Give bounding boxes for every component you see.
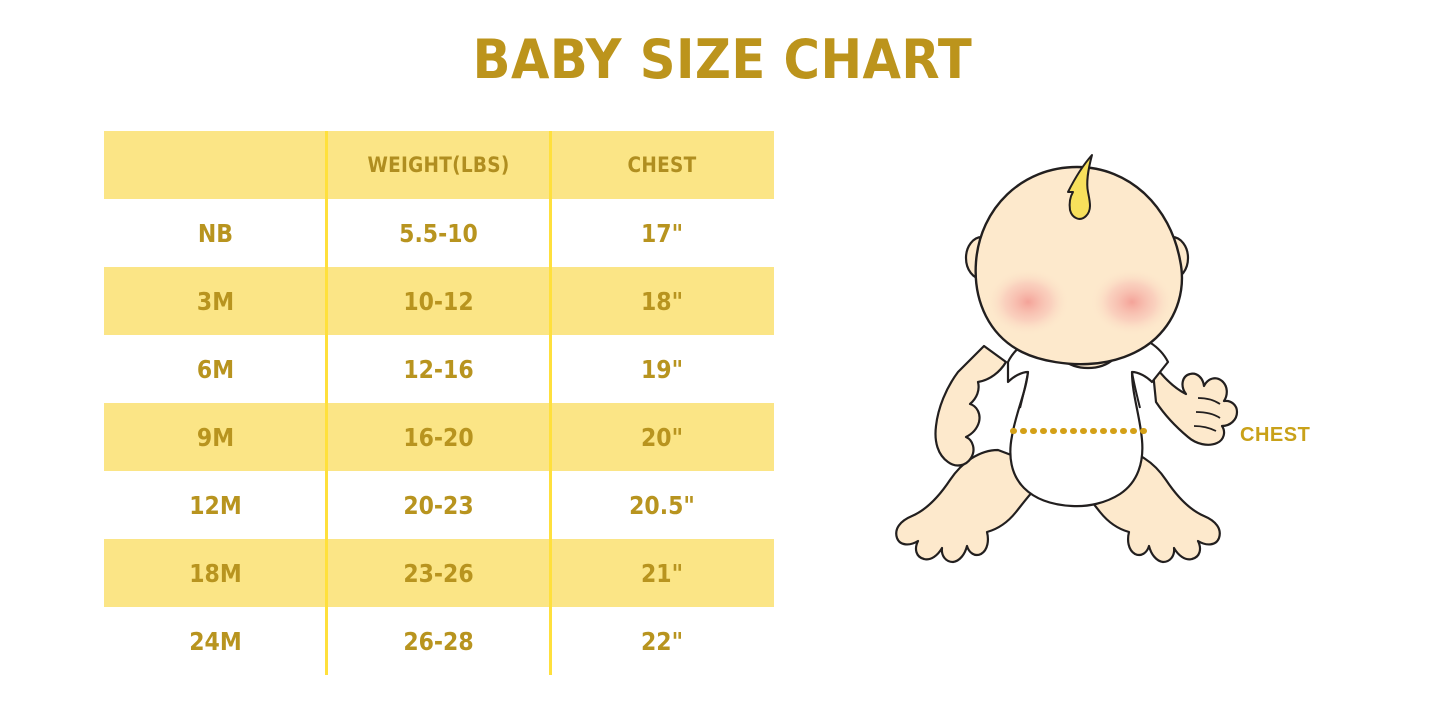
cell-weight: 16-20 [403, 422, 474, 452]
cell-size: 3M [196, 286, 235, 316]
cell-size: 18M [189, 558, 242, 588]
baby-hair-curl [1067, 154, 1093, 220]
baby-blush-left [986, 268, 1070, 336]
cell-size: NB [197, 218, 234, 248]
cell-weight: 5.5-10 [399, 218, 478, 248]
table-header-row: WEIGHT(LBS) CHEST [104, 131, 774, 199]
table-row: 6M 12-16 19" [104, 335, 774, 403]
cell-size: 12M [189, 490, 242, 520]
size-chart-table: WEIGHT(LBS) CHEST NB 5.5-10 17" 3M 10-12… [104, 131, 774, 675]
table-row: NB 5.5-10 17" [104, 199, 774, 267]
cell-chest: 20.5" [629, 490, 695, 520]
cell-size: 9M [196, 422, 235, 452]
table-row: 9M 16-20 20" [104, 403, 774, 471]
table-row: 24M 26-28 22" [104, 607, 774, 675]
page-title: BABY SIZE CHART [472, 28, 973, 91]
cell-weight: 20-23 [403, 490, 474, 520]
cell-weight: 12-16 [403, 354, 474, 384]
column-header-weight: WEIGHT(LBS) [367, 153, 510, 177]
table-row: 3M 10-12 18" [104, 267, 774, 335]
table-row: 18M 23-26 21" [104, 539, 774, 607]
cell-chest: 18" [640, 286, 684, 316]
cell-chest: 19" [640, 354, 684, 384]
cell-chest: 22" [640, 626, 684, 656]
baby-blush-right [1090, 268, 1174, 336]
cell-weight: 26-28 [403, 626, 474, 656]
cell-chest: 21" [640, 558, 684, 588]
table-column-divider-2 [549, 131, 552, 675]
column-header-chest: CHEST [627, 153, 697, 177]
chest-measurement-label: CHEST [1240, 424, 1311, 446]
cell-size: 24M [189, 626, 242, 656]
baby-right-arm [1150, 360, 1239, 446]
table-column-divider-1 [325, 131, 328, 675]
table-row: 12M 20-23 20.5" [104, 471, 774, 539]
cell-weight: 23-26 [403, 558, 474, 588]
cell-chest: 20" [640, 422, 684, 452]
cell-chest: 17" [640, 218, 684, 248]
baby-illustration [880, 150, 1280, 610]
cell-weight: 10-12 [403, 286, 474, 316]
cell-size: 6M [196, 354, 235, 384]
baby-left-arm [934, 344, 1008, 467]
